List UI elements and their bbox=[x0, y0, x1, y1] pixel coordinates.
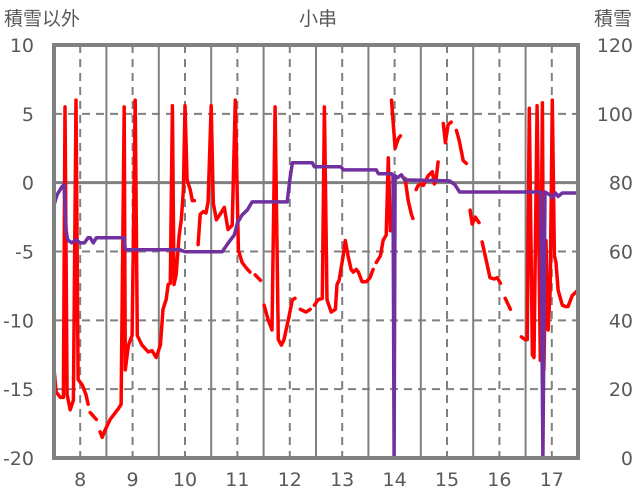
x-tick-label: 17 bbox=[540, 469, 564, 491]
left-axis-label: 積雪以外 bbox=[4, 8, 80, 30]
y-right-tick-label: 120 bbox=[597, 35, 633, 57]
y-left-tick-label: -5 bbox=[15, 242, 34, 264]
y-left-tick-label: 0 bbox=[22, 173, 34, 195]
x-tick-label: 14 bbox=[383, 469, 407, 491]
x-tick-label: 12 bbox=[278, 469, 302, 491]
x-tick-label: 16 bbox=[487, 469, 511, 491]
x-tick-label: 15 bbox=[435, 469, 459, 491]
y-left-tick-label: 10 bbox=[10, 35, 34, 57]
x-tick-label: 8 bbox=[74, 469, 86, 491]
y-left-tick-label: -15 bbox=[3, 379, 34, 401]
y-right-tick-label: 0 bbox=[621, 448, 633, 470]
series-lines bbox=[52, 98, 580, 460]
x-tick-label: 13 bbox=[330, 469, 354, 491]
y-right-tick-label: 40 bbox=[609, 310, 633, 332]
y-left-tick-label: -20 bbox=[3, 448, 34, 470]
y-right-tick-label: 80 bbox=[609, 173, 633, 195]
series-line-non-snow bbox=[52, 98, 580, 440]
y-left-tick-label: -10 bbox=[3, 310, 34, 332]
plot-frame bbox=[52, 43, 580, 460]
x-tick-label: 11 bbox=[225, 469, 249, 491]
x-tick-label: 9 bbox=[127, 469, 139, 491]
y-left-tick-label: 5 bbox=[22, 104, 34, 126]
chart-title: 小串 bbox=[299, 8, 337, 30]
series-line-snow-depth bbox=[52, 160, 580, 460]
y-right-tick-label: 60 bbox=[609, 242, 633, 264]
right-axis-label: 積雪 bbox=[594, 8, 632, 30]
y-right-tick-label: 20 bbox=[609, 379, 633, 401]
x-tick-label: 10 bbox=[173, 469, 197, 491]
y-right-tick-label: 100 bbox=[597, 104, 633, 126]
tick-labels: 8 9 10 11 12 13 14 15 16 17 10 5 0 -5 -10 -15 -20 120 100 8… bbox=[3, 35, 633, 491]
